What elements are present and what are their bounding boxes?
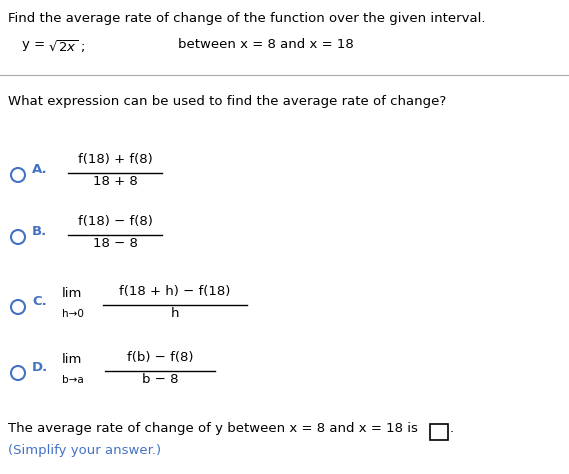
- Text: b→a: b→a: [62, 375, 84, 385]
- Text: The average rate of change of y between x = 8 and x = 18 is: The average rate of change of y between …: [8, 422, 418, 435]
- Text: .: .: [450, 422, 454, 435]
- Text: lim: lim: [62, 287, 83, 300]
- Text: f(18) − f(8): f(18) − f(8): [77, 215, 152, 228]
- Text: D.: D.: [32, 361, 48, 374]
- Text: y =: y =: [22, 38, 50, 51]
- Bar: [430, 424, 448, 440]
- Text: f(18) + f(8): f(18) + f(8): [77, 153, 152, 166]
- Text: C.: C.: [32, 295, 47, 308]
- Text: 18 − 8: 18 − 8: [93, 237, 138, 250]
- Text: lim: lim: [62, 353, 83, 366]
- Text: f(18 + h) − f(18): f(18 + h) − f(18): [119, 285, 230, 298]
- Text: 18 + 8: 18 + 8: [93, 175, 137, 188]
- Text: Find the average rate of change of the function over the given interval.: Find the average rate of change of the f…: [8, 12, 485, 25]
- Text: f(b) − f(8): f(b) − f(8): [127, 351, 193, 364]
- Text: What expression can be used to find the average rate of change?: What expression can be used to find the …: [8, 95, 446, 108]
- Text: B.: B.: [32, 225, 47, 238]
- Text: b − 8: b − 8: [142, 373, 178, 386]
- Text: h→0: h→0: [62, 309, 84, 319]
- Text: A.: A.: [32, 163, 48, 176]
- Text: between x = 8 and x = 18: between x = 8 and x = 18: [178, 38, 354, 51]
- Text: $\sqrt{2x}$ ;: $\sqrt{2x}$ ;: [48, 38, 85, 55]
- Text: (Simplify your answer.): (Simplify your answer.): [8, 444, 161, 457]
- Text: h: h: [171, 307, 179, 320]
